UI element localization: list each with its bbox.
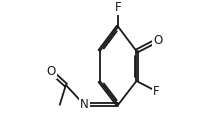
Text: O: O [46, 65, 56, 78]
Text: F: F [153, 85, 159, 98]
Text: O: O [153, 34, 162, 47]
Text: F: F [115, 1, 121, 14]
Text: N: N [80, 98, 89, 111]
